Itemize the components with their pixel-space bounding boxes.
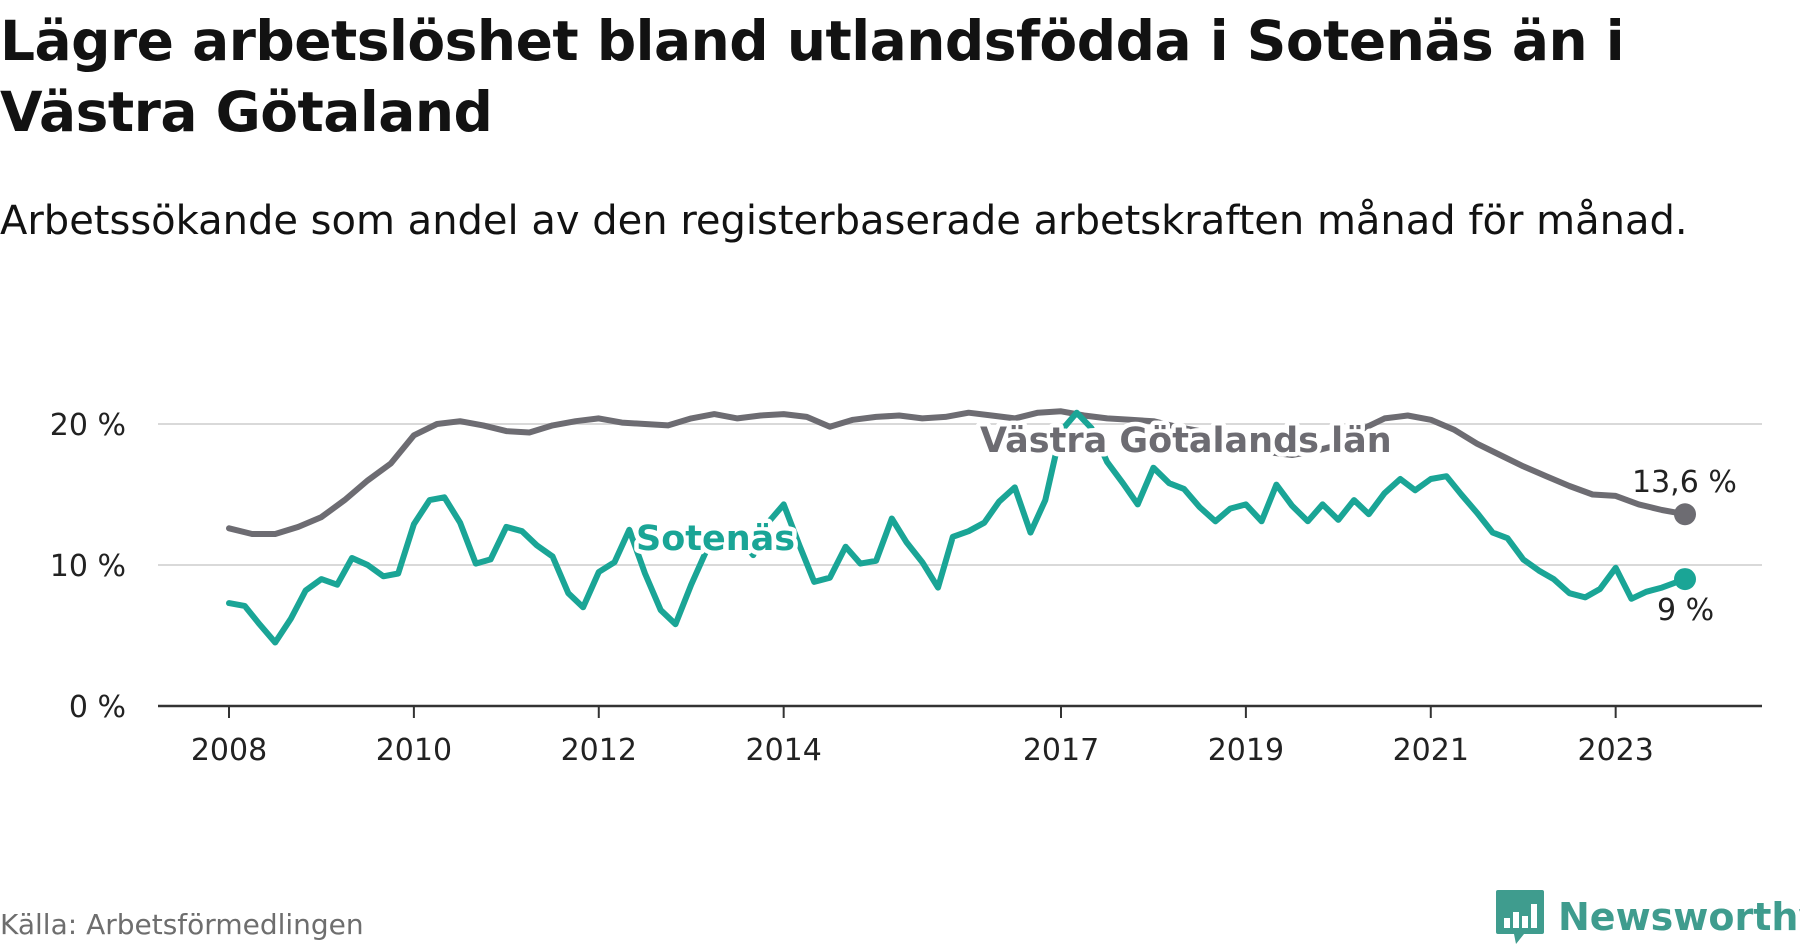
source-note: Källa: Arbetsförmedlingen — [0, 908, 364, 941]
series-label-sotenas: Sotenäs — [636, 519, 795, 559]
chart-title: Lägre arbetslöshet bland utlandsfödda i … — [0, 9, 1625, 144]
x-tick-label: 2019 — [1208, 733, 1284, 768]
series-label-region: Västra Götalands län — [980, 421, 1392, 461]
x-tick-label: 2023 — [1577, 733, 1653, 768]
x-tick-label: 2010 — [376, 733, 452, 768]
series-line-v-stra-g-talands-l-n — [226, 408, 1688, 537]
newsworthy-bar-chart-icon — [1496, 890, 1544, 944]
y-tick-label: 20 % — [50, 408, 126, 443]
series-lines — [226, 408, 1688, 646]
end-marker-sotenas — [1674, 568, 1696, 591]
newsworthy-logo: Newsworthy — [1494, 888, 1800, 946]
y-tick-label: 10 % — [50, 549, 126, 584]
gridlines — [158, 423, 1762, 566]
axes: 0 % 10 % 20 % 2008 2010 2012 2014 2017 2019 2021 2… — [50, 408, 1762, 768]
end-label-region: 13,6 % — [1632, 465, 1737, 500]
end-label-sotenas: 9 % — [1657, 593, 1714, 628]
series-labels: 13,6 % 9 % Västra Götalands län Sotenäs — [632, 417, 1737, 629]
chart-subtitle: Arbetssökande som andel av den registerb… — [0, 198, 1688, 244]
x-tick-label: 2008 — [191, 733, 267, 768]
x-tick-label: 2021 — [1393, 733, 1469, 768]
brand-name: Newsworthy — [1558, 895, 1800, 939]
x-tick-label: 2012 — [561, 733, 637, 768]
x-tick-label: 2017 — [1023, 733, 1099, 768]
end-marker-region — [1674, 503, 1696, 526]
series-line-soten-s — [226, 409, 1688, 646]
y-tick-label: 0 % — [69, 690, 126, 725]
x-tick-label: 2014 — [745, 733, 821, 768]
